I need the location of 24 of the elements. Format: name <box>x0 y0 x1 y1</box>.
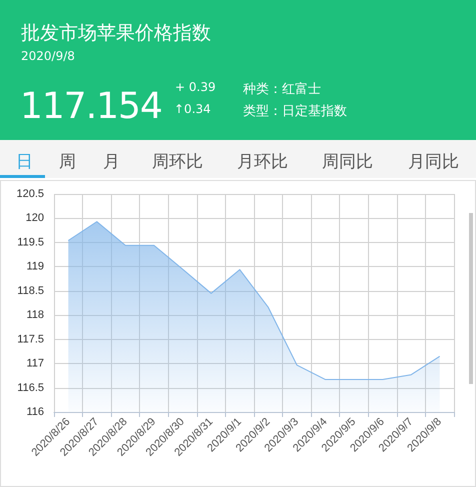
chart-subtitle: 2020/9/8 <box>21 49 75 63</box>
y-tick-label: 116.5 <box>17 382 44 394</box>
text: ↑0.34 <box>174 102 211 116</box>
y-tick-label: 118.5 <box>17 284 44 297</box>
y-tick-label: 120.5 <box>16 188 44 200</box>
y-tick-label: 116 <box>26 406 44 418</box>
y-tick-label: 117.5 <box>17 333 44 346</box>
text: 日 <box>16 151 33 173</box>
y-tick-label: 119 <box>26 260 44 273</box>
text: 种类：红富士 <box>243 81 321 98</box>
text: 周 <box>59 151 76 173</box>
text: + 0.39 <box>175 80 216 94</box>
text: 周环比 <box>152 151 203 173</box>
y-tick-label: 117 <box>26 358 44 370</box>
y-tick-label: 119.5 <box>17 236 44 248</box>
y-tick-label: 118 <box>26 309 44 322</box>
text: 月同比 <box>408 151 459 173</box>
text: 月环比 <box>237 151 288 173</box>
text: 月 <box>103 151 120 173</box>
text: 类型：日定基指数 <box>243 103 347 120</box>
text: 117.154 <box>20 86 162 127</box>
y-tick-label: 120 <box>26 212 44 224</box>
chart-title: 批发市场苹果价格指数 <box>21 21 211 46</box>
text: 周同比 <box>322 151 373 173</box>
